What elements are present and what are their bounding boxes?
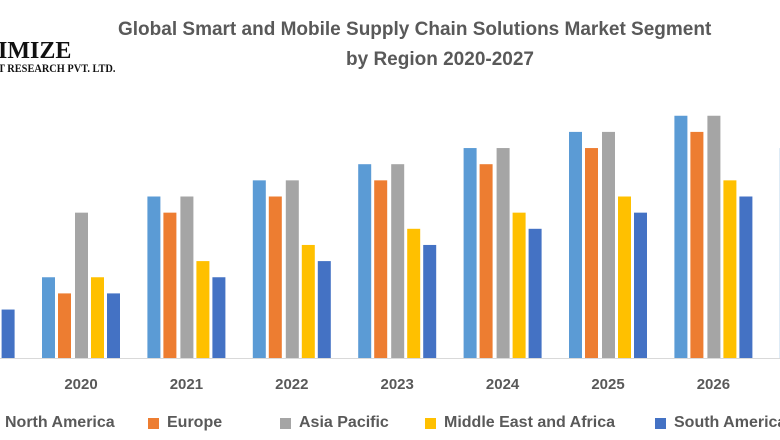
legend-swatch xyxy=(280,417,291,429)
x-tick-label-2022: 2022 xyxy=(275,376,308,393)
legend-label: North America xyxy=(5,414,115,431)
bar-europe-2024 xyxy=(479,164,493,358)
bar-south-america-2024 xyxy=(528,228,542,358)
bar-north-america-2020 xyxy=(42,277,55,358)
bar-asia-pacific-2022 xyxy=(285,180,299,358)
legend-swatch xyxy=(655,417,666,429)
bar-south-america-2026 xyxy=(739,196,753,358)
chart-title-line1: Global Smart and Mobile Supply Chain Sol… xyxy=(118,19,712,40)
legend-swatch xyxy=(148,417,159,429)
legend-item-middle-east-and-africa: Middle East and Africa xyxy=(425,414,615,432)
legend-item-asia-pacific: Asia Pacific xyxy=(280,414,389,432)
bar-north-america-2023 xyxy=(358,164,372,358)
x-tick-label-2026: 2026 xyxy=(697,376,730,393)
legend-swatch xyxy=(425,417,436,429)
bar-asia-pacific-2024 xyxy=(496,148,510,358)
bar-europe-2022 xyxy=(268,196,282,358)
logo-subtext: T RESEARCH PVT. LTD. xyxy=(0,63,116,75)
bar-south-america-2021 xyxy=(212,277,226,358)
bar-europe-2021 xyxy=(163,212,177,358)
bar-middle-east-and-africa-2020 xyxy=(91,277,104,358)
bar-asia-pacific-2020 xyxy=(75,212,88,358)
legend-item-europe: Europe xyxy=(148,414,222,432)
bar-europe-2025 xyxy=(585,148,598,358)
bar-middle-east-and-africa-2023 xyxy=(407,228,421,358)
legend-label: Europe xyxy=(167,414,223,431)
bar-middle-east-and-africa-2022 xyxy=(301,244,315,358)
bar-north-america-2025 xyxy=(569,131,582,358)
bar-asia-pacific-2023 xyxy=(391,164,405,358)
bar-north-america-2024 xyxy=(463,148,477,358)
legend-label: Middle East and Africa xyxy=(444,414,615,431)
bar-south-america-2025 xyxy=(634,212,647,358)
x-tick-label-2020: 2020 xyxy=(64,376,97,393)
bar-south-america-2023 xyxy=(423,244,437,358)
bar-asia-pacific-2025 xyxy=(602,131,615,358)
legend-label: Asia Pacific xyxy=(299,414,389,431)
bar-europe-2026 xyxy=(690,131,704,358)
bar-middle-east-and-africa-2026 xyxy=(723,180,737,358)
bar-middle-east-and-africa-2025 xyxy=(618,196,631,358)
x-tick-label-2024: 2024 xyxy=(486,376,520,393)
logo-text: IMIZE xyxy=(0,38,72,64)
bar-asia-pacific-2021 xyxy=(180,196,194,358)
bar-middle-east-and-africa-2024 xyxy=(512,212,526,358)
bar-asia-pacific-2026 xyxy=(707,115,721,358)
bar-south-america-2019 xyxy=(1,309,15,358)
bar-north-america-2022 xyxy=(252,180,266,358)
bar-middle-east-and-africa-2021 xyxy=(196,261,210,358)
x-tick-label-2023: 2023 xyxy=(381,376,414,393)
bar-south-america-2022 xyxy=(317,261,331,358)
x-tick-label-2025: 2025 xyxy=(591,376,624,393)
bar-north-america-2026 xyxy=(674,115,688,358)
x-tick-label-2021: 2021 xyxy=(170,376,203,393)
bar-europe-2020 xyxy=(58,293,71,358)
bar-europe-2023 xyxy=(374,180,388,358)
legend-item-south-america: South America xyxy=(655,414,780,432)
legend-label: South America xyxy=(674,414,780,431)
legend: North America Europe Asia Pacific Middle Ea… xyxy=(0,414,780,436)
chart-title-line2: by Region 2020-2027 xyxy=(346,49,534,70)
legend-item-north-america: North America xyxy=(0,414,115,432)
bar-north-america-2021 xyxy=(147,196,161,358)
bar-south-america-2020 xyxy=(107,293,120,358)
